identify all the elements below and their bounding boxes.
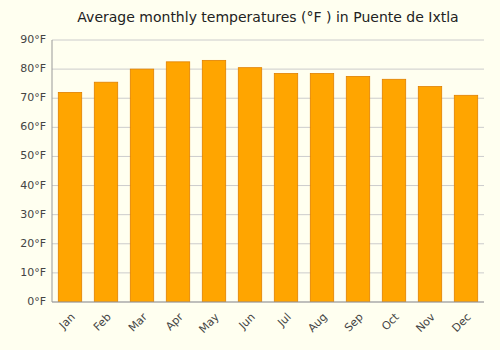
x-tick-label: Aug bbox=[305, 311, 329, 335]
x-tick-label: Apr bbox=[163, 310, 186, 333]
y-tick-label: 30°F bbox=[20, 208, 46, 221]
grid bbox=[52, 40, 484, 302]
x-axis-line bbox=[52, 302, 484, 303]
chart: Average monthly temperatures (°F ) in Pu… bbox=[0, 0, 500, 350]
bar bbox=[238, 68, 261, 302]
x-tick-label: Feb bbox=[91, 311, 114, 334]
y-tick-label: 0°F bbox=[27, 295, 46, 308]
bar bbox=[418, 87, 441, 302]
y-tick-label: 80°F bbox=[20, 62, 46, 75]
bar bbox=[130, 69, 153, 302]
y-tick-label: 90°F bbox=[20, 33, 46, 46]
grid-line bbox=[52, 40, 484, 41]
bar bbox=[58, 92, 81, 302]
y-axis-line bbox=[52, 40, 53, 302]
y-tick-label: 50°F bbox=[20, 149, 46, 162]
grid-line bbox=[52, 302, 484, 303]
bars bbox=[58, 60, 477, 302]
x-tick-label: May bbox=[196, 310, 222, 336]
x-tick-label: Sep bbox=[342, 311, 366, 335]
bar bbox=[346, 76, 369, 302]
y-tick-label: 20°F bbox=[20, 237, 46, 250]
bar bbox=[94, 82, 117, 302]
x-tick-label: Mar bbox=[126, 310, 150, 334]
bar bbox=[310, 73, 333, 302]
x-tick-label: Oct bbox=[379, 310, 402, 333]
x-tick-label: Jul bbox=[274, 311, 293, 330]
x-tick-label: Jan bbox=[56, 311, 78, 333]
bar bbox=[454, 95, 477, 302]
chart-container: Average monthly temperatures (°F ) in Pu… bbox=[0, 0, 500, 350]
x-tick-label: Nov bbox=[413, 310, 438, 335]
title: Average monthly temperatures (°F ) in Pu… bbox=[77, 9, 458, 25]
x-tick-label: Jun bbox=[236, 311, 258, 333]
grid-line bbox=[52, 69, 484, 70]
x-tick-label: Dec bbox=[450, 311, 474, 335]
bar bbox=[382, 79, 405, 302]
bar bbox=[202, 60, 225, 302]
bar bbox=[274, 73, 297, 302]
y-tick-label: 70°F bbox=[20, 91, 46, 104]
y-tick-label: 10°F bbox=[20, 266, 46, 279]
bar bbox=[166, 62, 189, 302]
y-tick-label: 40°F bbox=[20, 179, 46, 192]
y-tick-label: 60°F bbox=[20, 120, 46, 133]
